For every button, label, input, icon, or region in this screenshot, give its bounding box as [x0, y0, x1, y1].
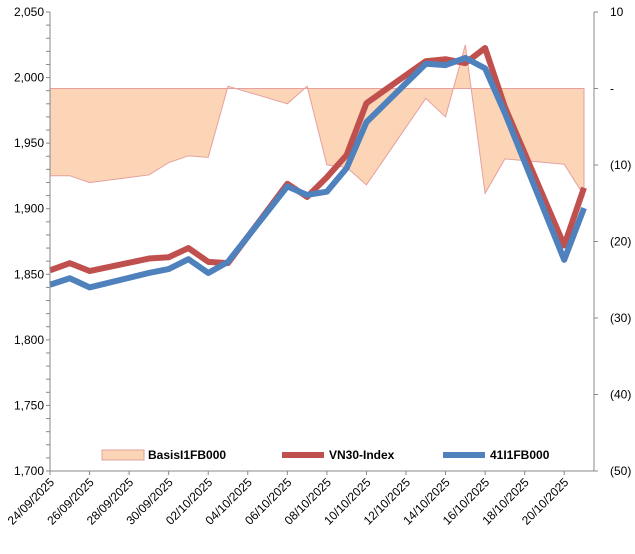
- left-tick-label: 2,000: [14, 71, 44, 85]
- legend-label-vn30: VN30-Index: [329, 448, 395, 462]
- basis-area-layer: [50, 45, 584, 196]
- left-tick-label: 1,700: [14, 464, 44, 478]
- left-tick-label: 1,850: [14, 267, 44, 281]
- right-tick-label: -: [610, 82, 614, 96]
- right-tick-label: (10): [610, 158, 631, 172]
- legend-label-basis: BasisI1FB000: [148, 448, 226, 462]
- left-tick-label: 1,800: [14, 333, 44, 347]
- left-tick-label: 1,950: [14, 136, 44, 150]
- right-tick-label: (30): [610, 311, 631, 325]
- right-tick-label: (20): [610, 235, 631, 249]
- basis-area: [50, 45, 584, 196]
- right-tick-label: (40): [610, 388, 631, 402]
- left-tick-label: 2,050: [14, 5, 44, 19]
- right-tick-label: 10: [610, 5, 624, 19]
- left-tick-label: 1,900: [14, 202, 44, 216]
- left-tick-label: 1,750: [14, 398, 44, 412]
- right-tick-label: (50): [610, 464, 631, 478]
- legend: BasisI1FB000 VN30-Index 41I1FB000: [102, 448, 550, 462]
- legend-swatch-basis: [102, 450, 144, 460]
- legend-label-41i1fb000: 41I1FB000: [490, 448, 550, 462]
